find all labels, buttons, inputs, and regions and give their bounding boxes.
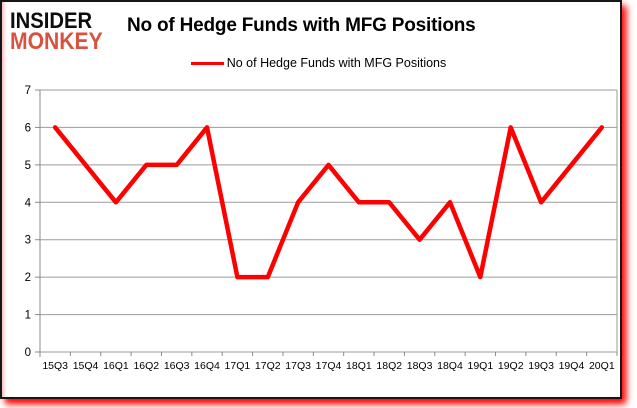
y-axis-label: 6 (25, 122, 31, 134)
y-axis-label: 0 (25, 347, 31, 359)
x-axis-label: 17Q2 (255, 360, 281, 372)
x-axis-label: 18Q2 (376, 360, 402, 372)
logo-monkey-text: MONKEY (10, 28, 103, 55)
y-axis-label: 4 (25, 197, 32, 209)
x-axis-label: 19Q1 (467, 360, 493, 372)
x-axis-label: 16Q1 (103, 360, 129, 372)
x-axis-label: 16Q2 (133, 360, 159, 372)
x-axis-label: 16Q4 (194, 360, 220, 372)
x-axis-label: 18Q3 (407, 360, 433, 372)
insider-monkey-logo: INSIDER MONKEY (10, 10, 122, 54)
legend: No of Hedge Funds with MFG Positions (0, 56, 637, 70)
chart-title: No of Hedge Funds with MFG Positions (127, 15, 476, 36)
x-axis-label: 15Q3 (42, 360, 68, 372)
y-axis-label: 7 (25, 85, 31, 97)
y-axis-label: 2 (25, 272, 31, 284)
logo-insider-text: INSIDER (10, 8, 93, 33)
y-axis-label: 1 (25, 310, 31, 322)
x-axis-label: 19Q2 (498, 360, 524, 372)
x-axis-label: 19Q4 (559, 360, 585, 372)
y-axis-label: 5 (25, 160, 31, 172)
y-axis-label: 3 (25, 235, 31, 247)
x-axis-label: 18Q4 (437, 360, 463, 372)
x-axis-label: 17Q4 (316, 360, 342, 372)
chart-frame (0, 0, 622, 399)
x-axis-label: 20Q1 (589, 360, 615, 372)
x-axis-label: 19Q3 (528, 360, 554, 372)
data-series-line (52, 125, 605, 280)
legend-line-icon (190, 61, 224, 65)
x-axis-label: 18Q1 (346, 360, 372, 372)
x-axis-label: 16Q3 (164, 360, 190, 372)
legend-label: No of Hedge Funds with MFG Positions (226, 56, 447, 70)
x-axis-label: 17Q1 (225, 360, 251, 372)
x-axis-label: 15Q4 (73, 360, 99, 372)
x-axis-label: 17Q3 (285, 360, 311, 372)
